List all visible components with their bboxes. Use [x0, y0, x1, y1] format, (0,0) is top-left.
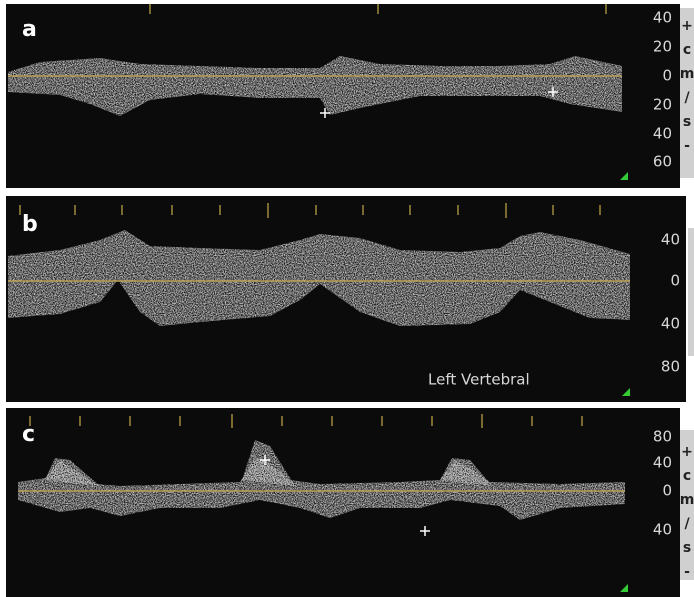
unit-char: s: [683, 114, 691, 130]
unit-char: /: [684, 516, 690, 532]
tick-label: 40: [653, 9, 672, 27]
unit-char: c: [683, 468, 691, 484]
unit-char: m: [680, 492, 694, 508]
tick-label: 80: [661, 358, 680, 376]
unit-char: -: [684, 138, 690, 154]
panel-c: c 80 40 0 40 +cm/s-: [6, 408, 694, 597]
unit-char: m: [680, 66, 694, 82]
unit-char: c: [683, 42, 691, 58]
unit-char: +: [681, 18, 693, 34]
tick-label: 40: [661, 231, 680, 249]
tick-label: 20: [653, 38, 672, 56]
panel-label: c: [22, 422, 35, 447]
annotation: Left Vertebral: [428, 371, 530, 389]
tick-label: 0: [670, 272, 680, 290]
tick-label: 40: [653, 454, 672, 472]
unit-char: /: [684, 90, 690, 106]
tick-label: 40: [661, 315, 680, 333]
unit-char: +: [681, 444, 693, 460]
panel-label: b: [22, 212, 38, 237]
unit-char: s: [683, 540, 691, 556]
page: a 40 20 0 20 40 60 +cm/s- b 40 0 40 80 L…: [0, 0, 694, 597]
tick-label: 80: [653, 428, 672, 446]
tick-label: 40: [653, 125, 672, 143]
unit-char: -: [684, 564, 690, 580]
panel-b: b 40 0 40 80 Left Vertebral +cm/s-: [6, 196, 694, 402]
tick-label: 20: [653, 96, 672, 114]
tick-label: 0: [662, 67, 672, 85]
panel-label: a: [22, 17, 37, 42]
tick-label: 40: [653, 521, 672, 539]
tick-label: 60: [653, 153, 672, 171]
figure: a 40 20 0 20 40 60 +cm/s- b 40 0 40 80 L…: [0, 0, 694, 597]
tick-label: 0: [662, 482, 672, 500]
panel-a: a 40 20 0 20 40 60 + cm / s -: [6, 4, 694, 188]
unit-box: [688, 228, 694, 356]
